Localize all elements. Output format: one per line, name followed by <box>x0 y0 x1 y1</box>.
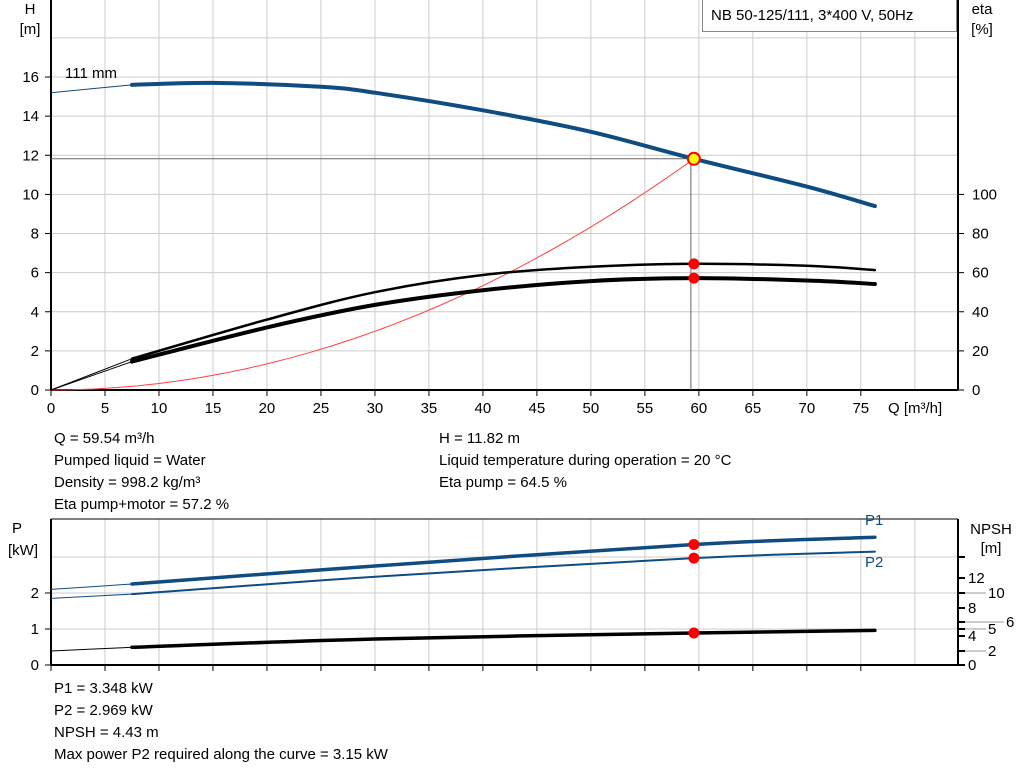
info-max-p2: Max power P2 required along the curve = … <box>54 746 388 763</box>
npsh-axis-title: NPSH <box>970 521 1012 538</box>
h-tick-label: 10 <box>22 186 39 203</box>
x-tick-label: 40 <box>475 400 492 417</box>
p2-curve-extension <box>50 593 133 599</box>
eta-tick-label: 40 <box>972 304 989 321</box>
info-eta-pump: Eta pump = 64.5 % <box>439 474 567 491</box>
system-curve <box>50 158 695 391</box>
eta-tick-label: 60 <box>972 265 989 282</box>
x-tick-label: 10 <box>151 400 168 417</box>
npsh-tick-label: 10 <box>988 585 1005 602</box>
x-tick-label: 55 <box>637 400 654 417</box>
h-axis-title: H <box>25 1 36 18</box>
x-tick-label: 20 <box>259 400 276 417</box>
info-flow: Q = 59.54 m³/h <box>54 430 155 447</box>
head-curve <box>130 80 877 209</box>
eta-pump-curve <box>130 262 877 360</box>
x-tick-label: 65 <box>745 400 762 417</box>
h-tick-label: 14 <box>22 108 39 125</box>
eta-axis-title: eta <box>972 1 994 18</box>
h-tick-label: 12 <box>22 147 39 164</box>
eta-tick-label: 20 <box>972 343 989 360</box>
npsh-marker <box>688 627 700 639</box>
head-curve-extension <box>50 84 133 94</box>
info-top-right: H = 11.82 m Liquid temperature during op… <box>439 428 731 494</box>
p2-curve <box>131 550 876 596</box>
npsh-tick-label: 0 <box>968 657 976 674</box>
p1-marker <box>688 538 700 550</box>
npsh-tick-label: 4 <box>968 628 976 645</box>
p-axis-title: P <box>12 520 22 537</box>
h-tick-label: 2 <box>31 343 39 360</box>
pump-title-box: NB 50-125/111, 3*400 V, 50Hz <box>702 0 957 32</box>
x-tick-label: 5 <box>101 400 109 417</box>
eta-pump-marker <box>688 258 700 270</box>
eta-pump-motor-curve <box>130 276 877 364</box>
p-tick-label: 2 <box>31 585 39 602</box>
p-tick-label: 0 <box>31 657 39 674</box>
x-tick-label: 0 <box>47 400 55 417</box>
info-top-left: Q = 59.54 m³/h Pumped liquid = Water Den… <box>54 428 229 516</box>
impeller-diameter-label: 111 mm <box>65 65 117 82</box>
npsh-curve <box>130 628 877 650</box>
x-tick-label: 75 <box>852 400 869 417</box>
duty-point-marker <box>686 151 701 166</box>
eta-axis-unit: [%] <box>971 21 993 38</box>
info-liquid: Pumped liquid = Water <box>54 452 206 469</box>
p-tick-label: 1 <box>31 621 39 638</box>
eta-pump-motor-marker <box>688 272 700 284</box>
h-axis-unit: [m] <box>20 21 41 38</box>
eta-tick-label: 80 <box>972 226 989 243</box>
eta-pump-motor-curve-extension <box>50 361 133 391</box>
info-density: Density = 998.2 kg/m³ <box>54 474 201 491</box>
info-temperature: Liquid temperature during operation = 20… <box>439 452 732 469</box>
h-tick-label: 6 <box>31 265 39 282</box>
p1-curve <box>130 535 877 586</box>
h-tick-label: 8 <box>31 226 39 243</box>
x-axis-label: Q [m³/h] <box>888 400 942 417</box>
info-eta-pump-motor: Eta pump+motor = 57.2 % <box>54 496 230 513</box>
x-tick-label: 25 <box>313 400 330 417</box>
info-p2: P2 = 2.969 kW <box>54 702 153 719</box>
eta-tick-label: 100 <box>972 186 997 203</box>
h-tick-label: 4 <box>31 304 39 321</box>
x-tick-label: 50 <box>583 400 600 417</box>
h-tick-label: 0 <box>31 382 39 399</box>
npsh-tick-label: 2 <box>988 643 996 660</box>
h-tick-label: 16 <box>22 69 39 86</box>
x-tick-label: 45 <box>529 400 546 417</box>
eta-tick-label: 0 <box>972 382 980 399</box>
info-p1: P1 = 3.348 kW <box>54 680 153 697</box>
npsh-tick-label: 5 <box>988 621 996 638</box>
x-tick-label: 35 <box>421 400 438 417</box>
npsh-tick-label: 6 <box>1006 614 1014 631</box>
x-tick-label: 30 <box>367 400 384 417</box>
x-tick-label: 70 <box>798 400 815 417</box>
npsh-tick-label: 8 <box>968 600 976 617</box>
npsh-curve-extension <box>50 646 133 652</box>
p2-marker <box>688 552 700 564</box>
p1-series-label: P1 <box>865 512 883 529</box>
npsh-tick-label: 12 <box>968 570 985 587</box>
info-head: H = 11.82 m <box>439 430 521 447</box>
info-npsh: NPSH = 4.43 m <box>54 724 159 741</box>
x-tick-label: 15 <box>205 400 222 417</box>
npsh-axis-unit: [m] <box>981 540 1002 557</box>
info-bottom: P1 = 3.348 kW P2 = 2.969 kW NPSH = 4.43 … <box>54 678 388 766</box>
x-tick-label: 60 <box>691 400 708 417</box>
p2-series-label: P2 <box>865 554 883 571</box>
p1-curve-extension <box>50 583 133 590</box>
p-axis-unit: [kW] <box>8 542 38 559</box>
